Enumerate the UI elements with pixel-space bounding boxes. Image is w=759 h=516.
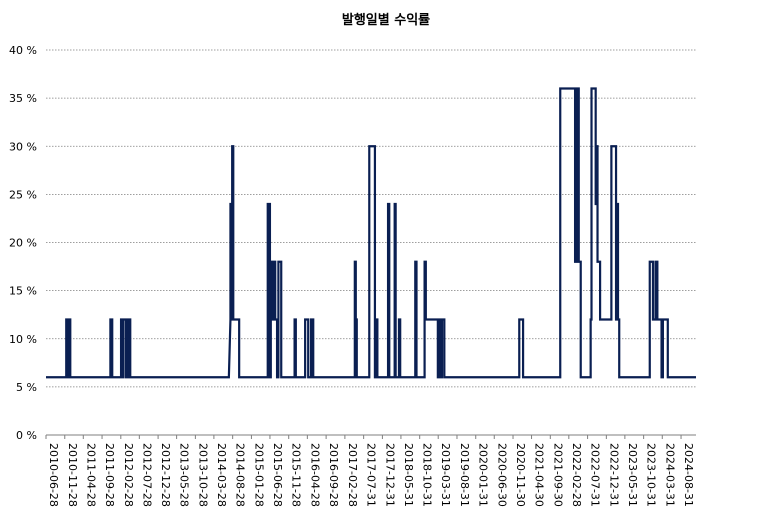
- x-tick-label: 2019-03-31: [439, 443, 452, 507]
- x-tick-label: 2015-01-28: [252, 443, 265, 507]
- x-tick-label: 2013-10-28: [196, 443, 209, 507]
- x-tick-label: 2024-03-31: [663, 443, 676, 507]
- x-tick-label: 2018-10-31: [421, 443, 434, 507]
- x-tick-label: 2022-07-31: [589, 443, 602, 507]
- y-tick-label: 0 %: [16, 429, 37, 442]
- x-tick-label: 2022-02-28: [570, 443, 583, 507]
- y-tick-label: 15 %: [9, 285, 37, 298]
- x-tick-label: 2012-02-28: [122, 443, 135, 507]
- y-tick-label: 5 %: [16, 381, 37, 394]
- x-tick-label: 2021-09-30: [551, 443, 564, 507]
- x-tick-label: 2014-08-28: [234, 443, 247, 507]
- x-tick-label: 2024-08-31: [682, 443, 695, 507]
- x-tick-label: 2020-06-30: [495, 443, 508, 507]
- return-series-line: [46, 87, 696, 379]
- x-tick-label: 2017-02-28: [346, 443, 359, 507]
- x-tick-label: 2012-12-28: [159, 443, 172, 507]
- x-tick-label: 2016-04-28: [308, 443, 321, 507]
- y-tick-label: 35 %: [9, 92, 37, 105]
- x-tick-label: 2022-12-31: [607, 443, 620, 507]
- x-tick-label: 2017-07-31: [365, 443, 378, 507]
- x-tick-label: 2010-06-28: [47, 443, 60, 507]
- x-tick-label: 2021-04-30: [533, 443, 546, 507]
- x-tick-label: 2019-08-31: [458, 443, 471, 507]
- chart-title: 발행일별 수익률: [342, 12, 430, 28]
- y-tick-label: 10 %: [9, 333, 37, 346]
- y-tick-label: 25 %: [9, 188, 37, 201]
- x-tick-label: 2013-05-28: [178, 443, 191, 507]
- x-tick-label: 2011-09-28: [103, 443, 116, 507]
- x-tick-label: 2018-05-31: [402, 443, 415, 507]
- x-axis-ticks: 2010-06-28 2010-11-28 2011-04-28 2011-09-28…: [45, 435, 695, 507]
- x-tick-label: 2023-05-31: [626, 443, 639, 507]
- x-tick-label: 2020-01-31: [477, 443, 490, 507]
- x-tick-label: 2012-07-28: [140, 443, 153, 507]
- x-tick-label: 2010-11-28: [66, 443, 79, 507]
- y-tick-label: 40 %: [9, 44, 37, 57]
- y-axis-ticks: 0 % 5 % 10 % 15 % 20 % 25 % 30 % 35 % 40 %: [9, 44, 37, 442]
- x-tick-label: 2016-09-28: [327, 443, 340, 507]
- x-tick-label: 2017-12-31: [383, 443, 396, 507]
- y-tick-label: 20 %: [9, 237, 37, 250]
- x-tick-label: 2015-11-28: [290, 443, 303, 507]
- y-tick-label: 30 %: [9, 140, 37, 153]
- x-tick-label: 2011-04-28: [84, 443, 97, 507]
- x-tick-label: 2020-11-30: [514, 443, 527, 507]
- x-tick-label: 2015-06-28: [271, 443, 284, 507]
- x-tick-label: 2014-03-28: [215, 443, 228, 507]
- x-tick-label: 2023-10-31: [645, 443, 658, 507]
